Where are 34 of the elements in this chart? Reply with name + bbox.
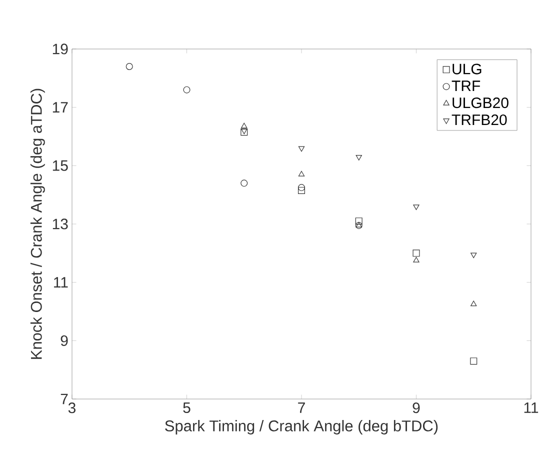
y-tick-label: 17 (52, 102, 68, 112)
point (356, 155, 362, 160)
point (298, 186, 305, 194)
point (298, 170, 305, 176)
point (470, 358, 478, 365)
x-tick-label: 3 (68, 402, 76, 414)
y-tick-label: 13 (52, 218, 68, 230)
y-tick-label: 9 (60, 335, 68, 346)
legend-label: ULG (452, 64, 482, 74)
point (355, 218, 362, 225)
legend-label: TRFB20 (452, 114, 507, 126)
legend-label: ULGB20 (452, 97, 508, 108)
point (412, 250, 420, 257)
x-tick-label: 7 (298, 402, 305, 413)
y-axis-title: Knock Onset / Crank Angle (deg aTDC) (30, 88, 45, 359)
point (470, 252, 477, 258)
point (298, 146, 305, 152)
y-tick-label: 15 (52, 160, 68, 171)
point (240, 180, 248, 187)
point (183, 86, 190, 94)
point (241, 122, 248, 128)
point (470, 300, 477, 306)
point (413, 256, 420, 262)
y-tick-label: 11 (54, 277, 68, 288)
x-axis-title: Spark Timing / Crank Angle (deg bTDC) (165, 420, 438, 434)
point (126, 63, 133, 70)
x-tick-label: 11 (524, 402, 538, 413)
point (413, 204, 420, 210)
point (298, 184, 305, 192)
legend-label: TRF (452, 80, 480, 91)
x-tick-label: 5 (183, 402, 190, 413)
x-tick-label: 9 (412, 402, 420, 414)
y-tick-label: 7 (60, 394, 68, 404)
y-tick-label: 19 (52, 44, 68, 54)
